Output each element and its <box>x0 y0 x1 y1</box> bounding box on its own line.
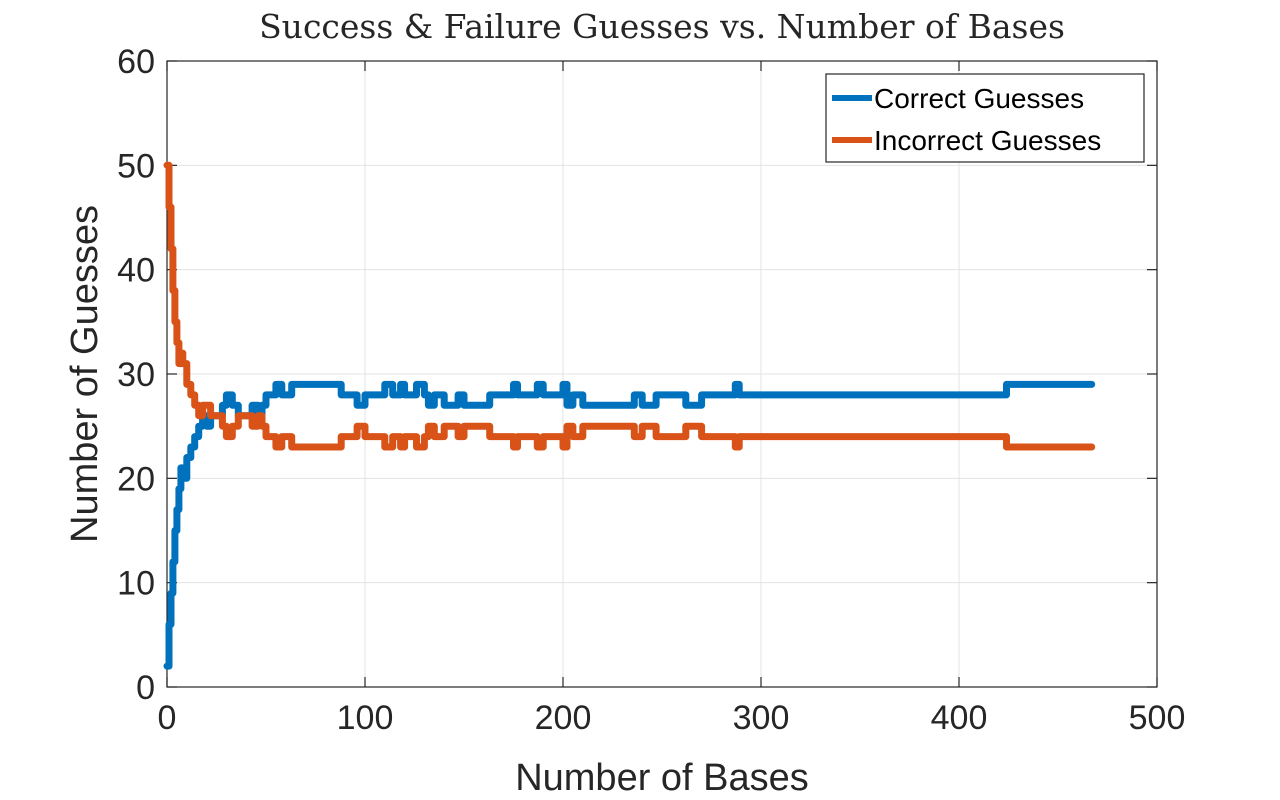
legend-label-incorrect-guesses: Incorrect Guesses <box>874 125 1101 156</box>
x-tick-label: 400 <box>931 699 988 737</box>
series-layer <box>163 161 1096 670</box>
y-tick-label: 10 <box>117 565 155 603</box>
chart-title: Success & Failure Guesses vs. Number of … <box>259 7 1065 46</box>
y-tick-label: 60 <box>117 43 155 81</box>
legend-label-correct-guesses: Correct Guesses <box>874 83 1084 114</box>
y-tick-label: 30 <box>117 356 155 394</box>
y-tick-labels: 0 10 20 30 40 50 60 <box>117 43 155 707</box>
x-tick-label: 300 <box>733 699 790 737</box>
series-line-incorrect-guesses <box>163 161 1096 451</box>
x-tick-label: 500 <box>1129 699 1186 737</box>
series-line-correct-guesses <box>163 380 1096 670</box>
y-tick-label: 0 <box>136 669 155 707</box>
y-axis-label: Number of Guesses <box>64 205 106 543</box>
y-tick-label: 20 <box>117 460 155 498</box>
x-tick-label: 0 <box>158 699 177 737</box>
x-tick-labels: 0 100 200 300 400 500 <box>158 699 1186 737</box>
x-tick-label: 200 <box>535 699 592 737</box>
x-axis-label: Number of Bases <box>515 757 809 799</box>
legend: Correct Guesses Incorrect Guesses <box>825 73 1145 163</box>
y-tick-label: 40 <box>117 252 155 290</box>
x-tick-label: 100 <box>337 699 394 737</box>
legend-box <box>825 73 1145 163</box>
y-tick-label: 50 <box>117 147 155 185</box>
